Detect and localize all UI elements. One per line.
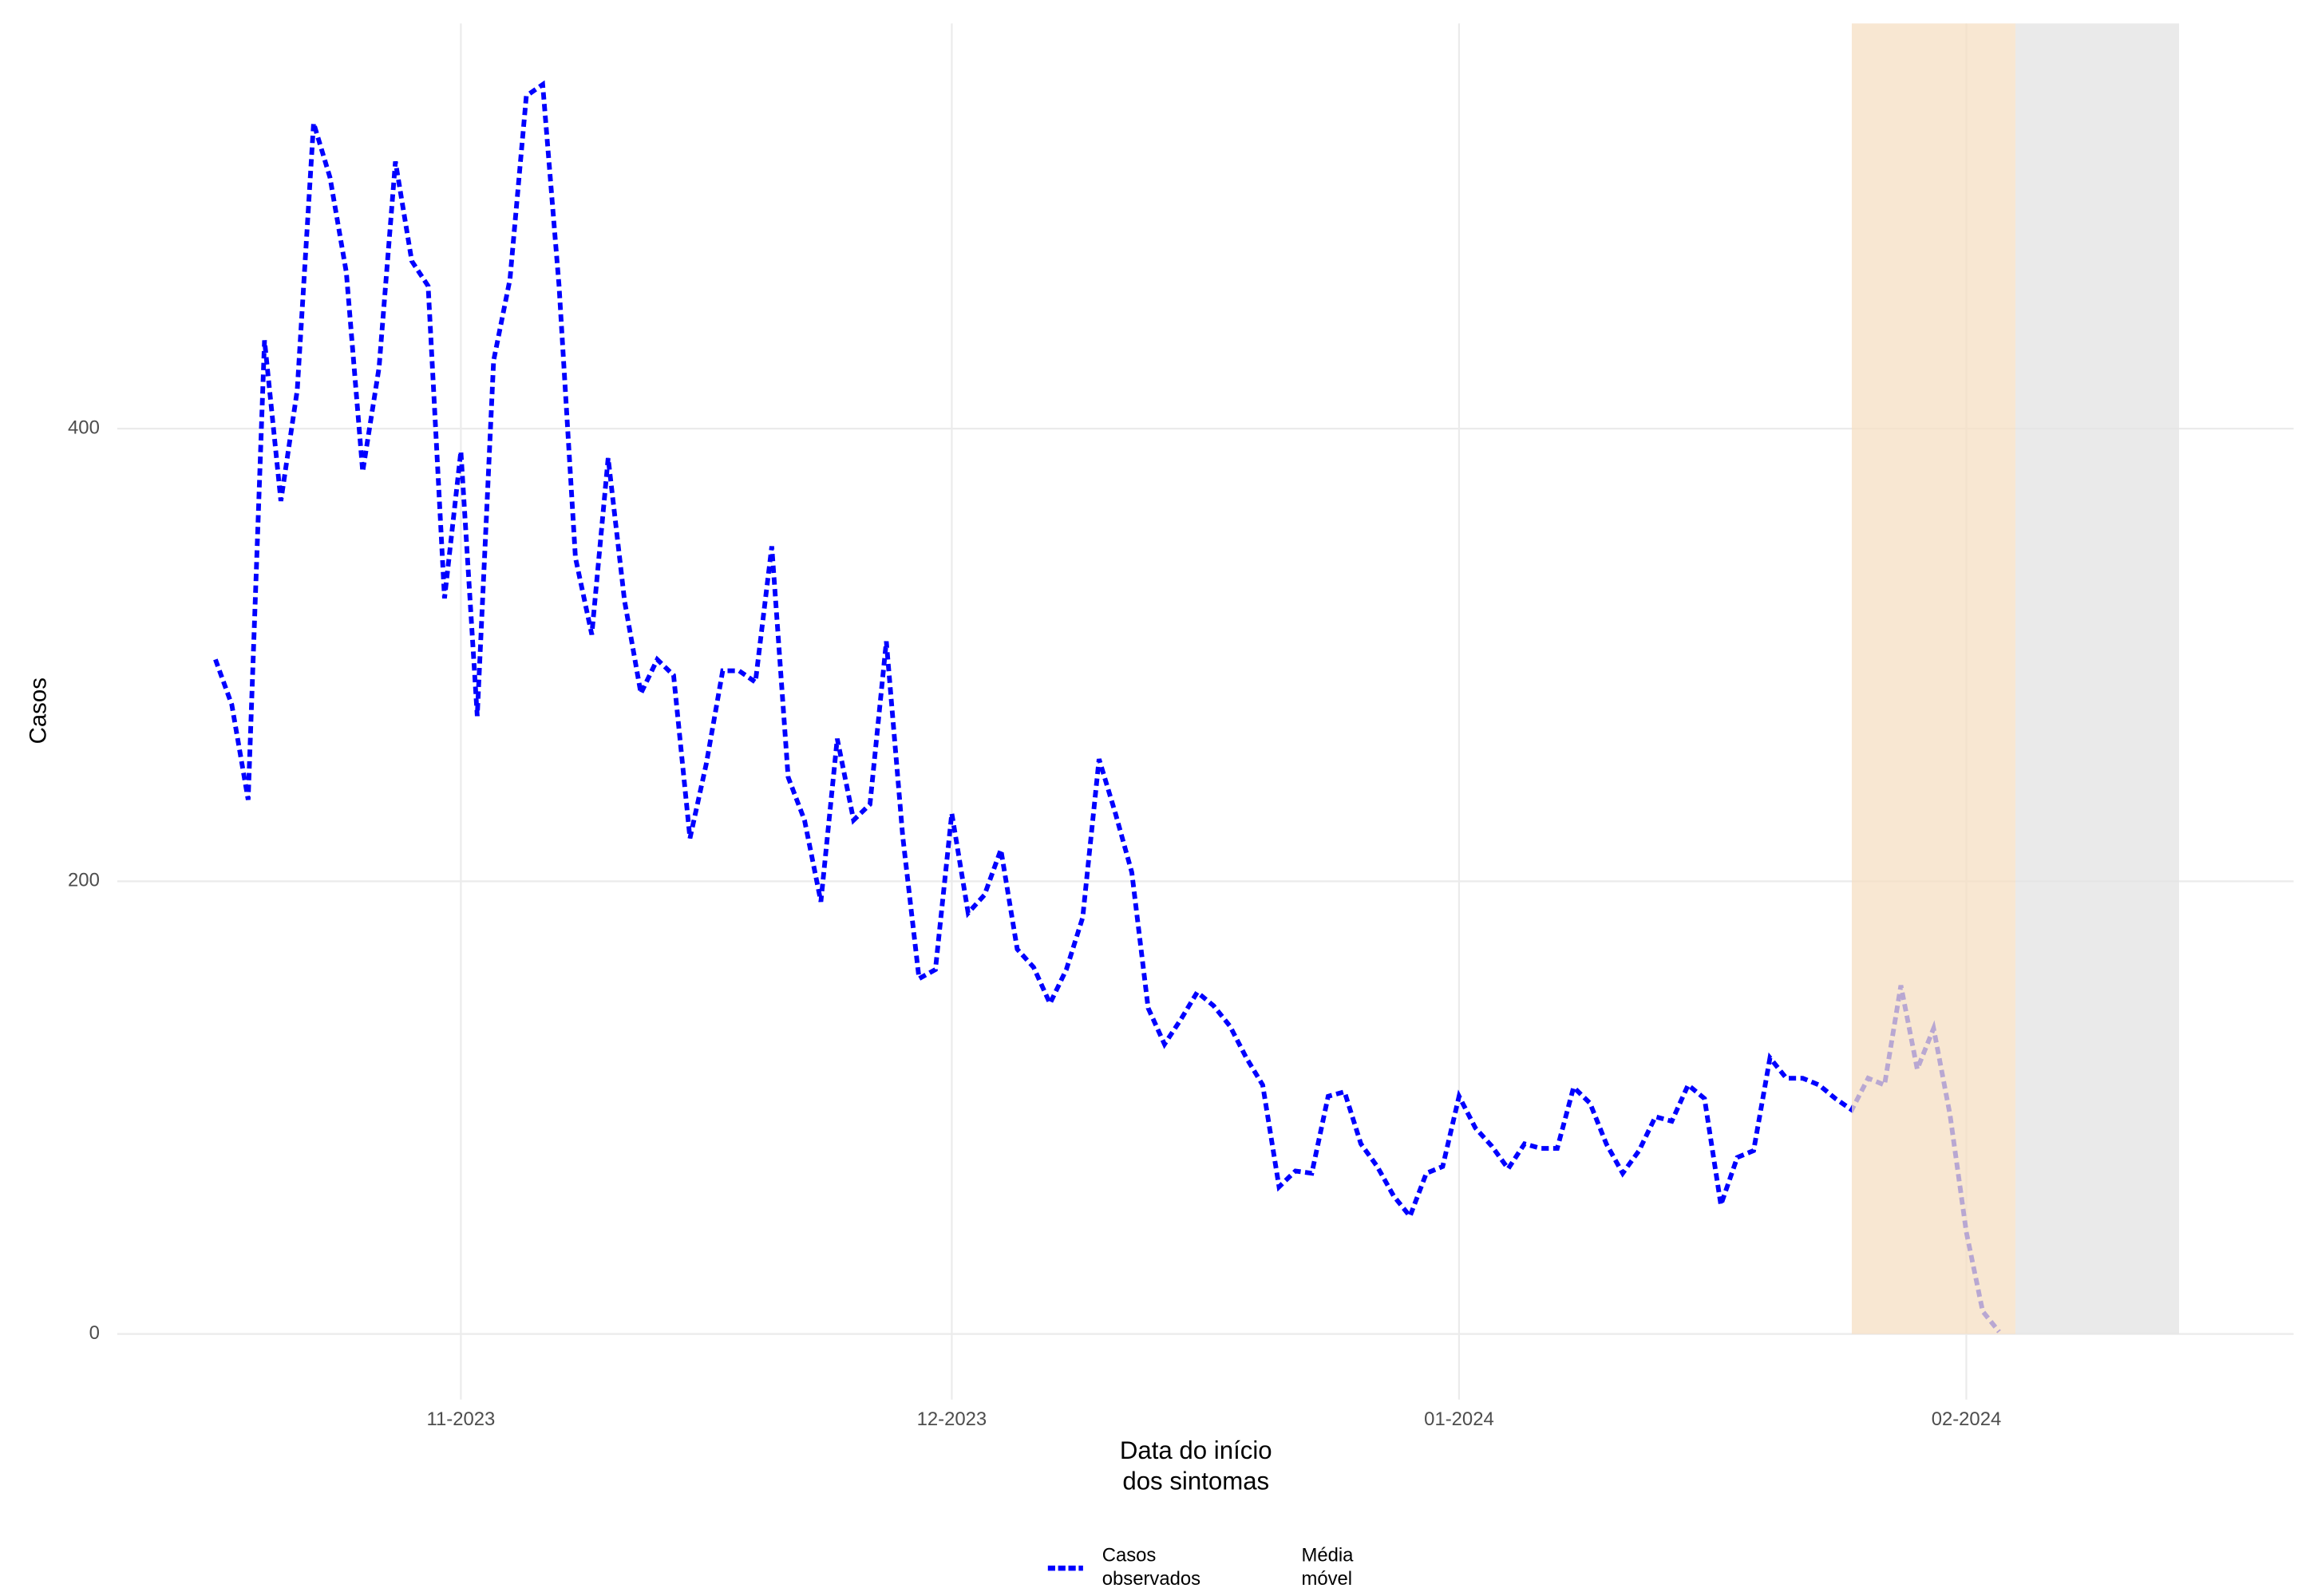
x-axis-title: Data do início dos sintomas bbox=[1120, 1436, 1272, 1495]
data-line bbox=[213, 80, 2001, 1333]
x-tick-label: 12-2023 bbox=[917, 1408, 987, 1430]
legend-label: Média móvel bbox=[1301, 1545, 1354, 1590]
y-tick-label: 400 bbox=[68, 417, 100, 438]
shaded-region bbox=[2015, 23, 2179, 1334]
shaded-region bbox=[1851, 23, 2015, 1334]
y-axis-title: Casos bbox=[25, 678, 51, 744]
legend-label: Casos observados bbox=[1102, 1545, 1200, 1590]
x-tick-label: 01-2024 bbox=[1424, 1408, 1494, 1430]
x-tick-label: 02-2024 bbox=[1932, 1408, 2002, 1430]
y-tick-label: 0 bbox=[89, 1322, 100, 1344]
x-tick-label: 11-2023 bbox=[427, 1408, 496, 1430]
y-tick-label: 200 bbox=[68, 870, 100, 891]
